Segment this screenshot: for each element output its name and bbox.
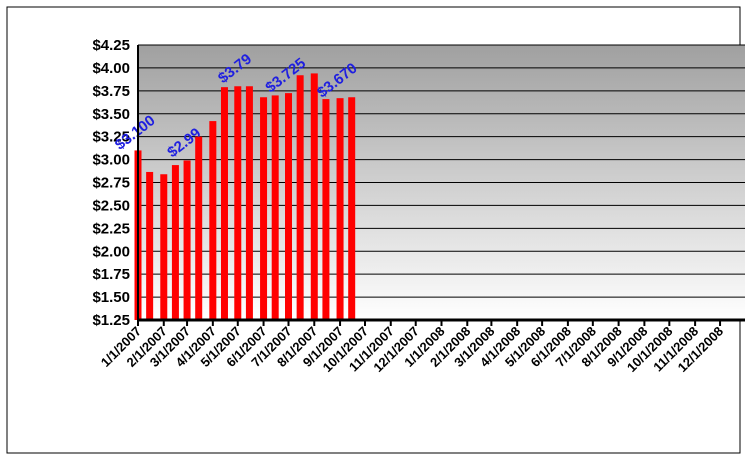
bar [296,75,304,320]
y-tick-label: $2.00 [92,243,130,260]
bar [209,121,217,320]
bar [260,97,268,320]
y-tick-label: $1.75 [92,266,130,283]
bar [220,87,228,321]
bar [322,99,330,320]
y-tick-label: $3.50 [92,106,130,123]
bar [171,165,179,320]
y-tick-label: $3.00 [92,152,130,169]
y-tick-label: $4.25 [92,37,130,54]
bar [245,86,253,320]
bar [146,171,154,320]
bar [183,160,191,320]
bar [234,86,242,320]
bar [285,93,293,320]
y-tick-label: $3.75 [92,83,130,100]
y-tick-label: $2.50 [92,197,130,214]
y-tick-label: $1.25 [92,312,130,329]
bar [195,136,203,320]
bar [336,98,344,321]
y-tick-label: $3.25 [92,129,130,146]
bar [271,95,279,321]
y-tick-label: $2.25 [92,220,130,237]
y-tick-label: $1.50 [92,289,130,306]
y-tick-label: $4.00 [92,60,130,77]
bar [348,97,356,320]
bar [160,174,168,320]
bar [310,73,318,321]
y-tick-label: $2.75 [92,175,130,192]
